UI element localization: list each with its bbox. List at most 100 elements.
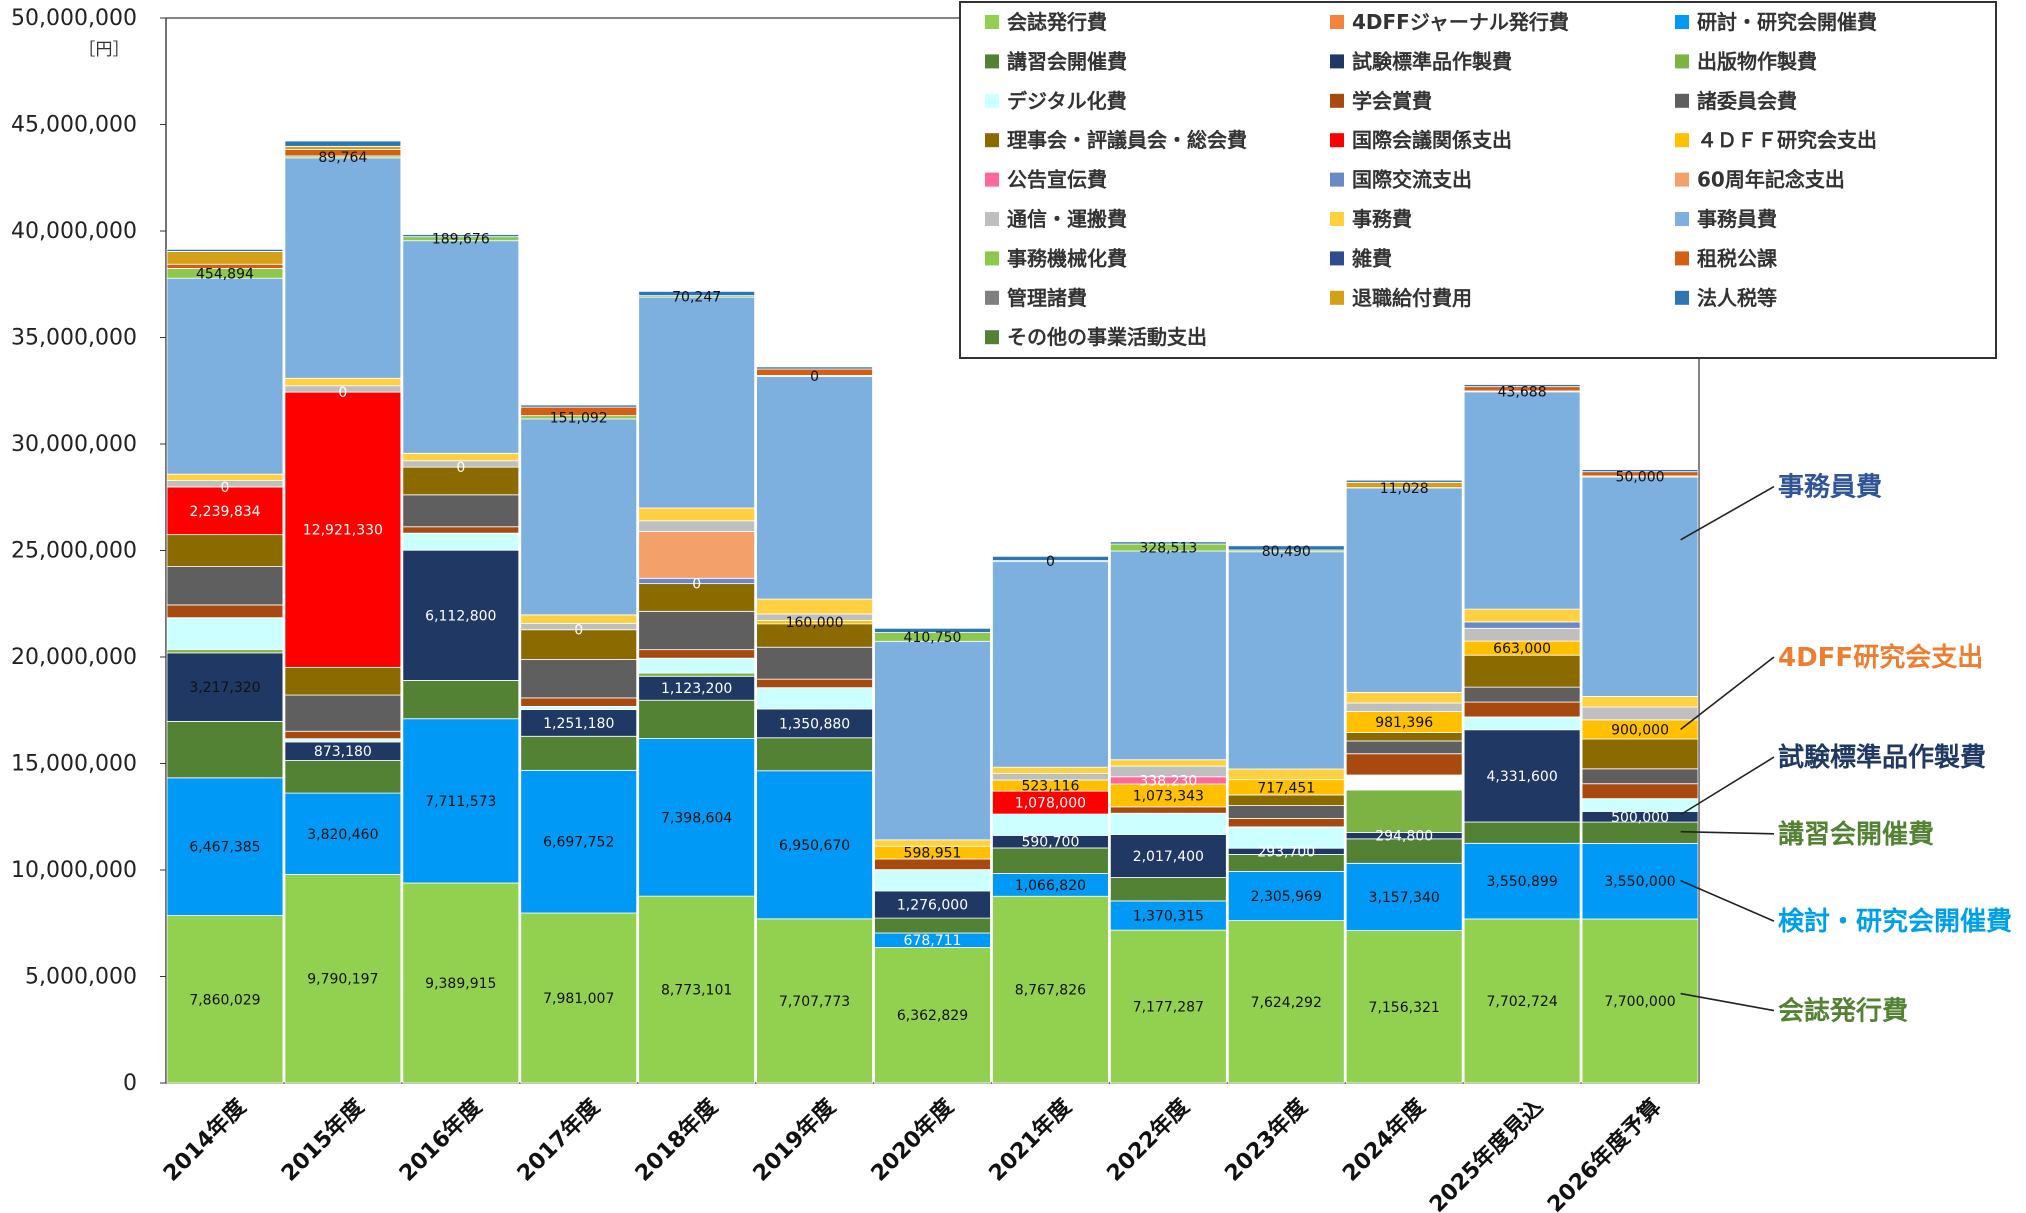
bar-segment bbox=[1345, 479, 1463, 483]
bar-segment bbox=[402, 532, 520, 551]
legend-item-label: その他の事業活動支出 bbox=[1007, 325, 1207, 349]
bar-segment bbox=[1581, 842, 1699, 920]
legend-item-label: 管理諸費 bbox=[1007, 286, 1087, 310]
legend-item-label: 4DFFジャーナル発行費 bbox=[1352, 10, 1569, 34]
bar-segment bbox=[638, 531, 756, 579]
bar-segment bbox=[1581, 918, 1699, 1084]
data-label: 0 bbox=[456, 460, 465, 476]
bar-segment bbox=[756, 646, 873, 680]
legend-swatch bbox=[1675, 290, 1689, 305]
legend-swatch bbox=[985, 330, 999, 345]
data-label: 11,028 bbox=[1380, 481, 1429, 497]
legend-swatch bbox=[1330, 15, 1344, 29]
callout-leader-line bbox=[1680, 656, 1775, 731]
bar-segment bbox=[402, 526, 520, 534]
data-label: 1,350,880 bbox=[779, 716, 850, 732]
bar-segment bbox=[1227, 871, 1345, 922]
x-tick-label: 2014年度 bbox=[158, 1093, 252, 1187]
x-tick-label: 2021年度 bbox=[984, 1093, 1078, 1187]
data-label: 0 bbox=[338, 385, 347, 401]
data-label: 7,711,573 bbox=[425, 794, 496, 810]
bar-segment bbox=[1227, 805, 1345, 819]
legend-swatch bbox=[985, 15, 999, 29]
legend-item-label: 退職給付費用 bbox=[1352, 286, 1472, 310]
data-label: 873,180 bbox=[314, 744, 372, 760]
data-label: 8,767,826 bbox=[1015, 983, 1086, 999]
bar-segment bbox=[1463, 701, 1581, 718]
data-label: 9,790,197 bbox=[307, 972, 378, 988]
legend-swatch bbox=[1675, 212, 1689, 226]
bar-segment bbox=[166, 652, 284, 722]
callout-label: 4DFF研究会支出 bbox=[1778, 642, 1983, 673]
data-label: 678,711 bbox=[904, 933, 962, 949]
bar-segment bbox=[1463, 627, 1581, 642]
bar-segment bbox=[1581, 783, 1699, 800]
bar-segment bbox=[1109, 929, 1227, 1084]
legend-swatch bbox=[985, 133, 999, 148]
bar-segment bbox=[166, 604, 284, 619]
bar-segment bbox=[1463, 384, 1581, 388]
data-label: 1,123,200 bbox=[661, 681, 732, 697]
bar-segment bbox=[1463, 842, 1581, 920]
legend-item-label: ４ＤＦＦ研究会支出 bbox=[1697, 128, 1877, 152]
data-label: 717,451 bbox=[1257, 780, 1315, 796]
legend-swatch bbox=[1330, 212, 1344, 226]
bar-segment bbox=[520, 706, 638, 711]
data-label: 8,773,101 bbox=[661, 983, 732, 999]
data-label: 7,156,321 bbox=[1369, 1000, 1440, 1016]
x-tick-label: 2023年度 bbox=[1220, 1093, 1314, 1187]
bar-segment bbox=[520, 418, 638, 616]
bar-segment bbox=[284, 874, 402, 1084]
bar-segment bbox=[1109, 550, 1227, 761]
data-label: 1,251,180 bbox=[543, 716, 614, 732]
bar-segment bbox=[166, 720, 284, 779]
legend-item-label: 事務機械化費 bbox=[1007, 246, 1127, 270]
x-axis: 2014年度 2015年度 2016年度 2017年度 2018年度 2019年度 2020… bbox=[158, 1093, 1666, 1213]
data-label: 0 bbox=[1046, 554, 1055, 570]
bar-segment bbox=[1581, 469, 1699, 473]
legend-swatch bbox=[1330, 172, 1344, 187]
data-label: 500,000 bbox=[1611, 810, 1669, 826]
bar-segment bbox=[992, 555, 1109, 561]
bar-segment bbox=[1227, 794, 1345, 806]
legend-swatch bbox=[985, 93, 999, 108]
y-tick-label: 40,000,000 bbox=[11, 219, 137, 244]
legend-swatch bbox=[1675, 133, 1689, 148]
y-tick-label: 25,000,000 bbox=[11, 539, 137, 564]
bar-segment bbox=[756, 598, 873, 615]
legend-item-label: 租税公課 bbox=[1697, 246, 1778, 270]
bar-segment bbox=[1109, 834, 1227, 878]
legend-swatch bbox=[1330, 54, 1344, 69]
bar-segment bbox=[166, 915, 284, 1084]
bar-segment bbox=[284, 666, 402, 696]
bar-segment bbox=[520, 912, 638, 1084]
bar-segment bbox=[166, 277, 284, 475]
legend-item-label: 試験標準品作製費 bbox=[1352, 49, 1512, 73]
bar-segment bbox=[520, 659, 638, 699]
legend-item-label: 通信・運搬費 bbox=[1007, 207, 1127, 231]
data-label: 1,073,343 bbox=[1133, 788, 1204, 804]
legend-item-label: デジタル化費 bbox=[1007, 89, 1127, 113]
callout-leader-line bbox=[1680, 485, 1775, 541]
data-label: 6,362,829 bbox=[897, 1008, 968, 1024]
data-label: 3,550,000 bbox=[1604, 874, 1675, 890]
bar-segment bbox=[1109, 900, 1227, 931]
data-label: 2,017,400 bbox=[1133, 849, 1204, 865]
bar-segment bbox=[1345, 930, 1463, 1084]
data-label: 6,697,752 bbox=[543, 835, 614, 851]
data-label: 151,092 bbox=[550, 410, 608, 426]
bar-segment bbox=[1109, 541, 1227, 545]
legend-swatch bbox=[1675, 93, 1689, 108]
bar-segment bbox=[1581, 768, 1699, 785]
data-label: 598,951 bbox=[904, 846, 962, 862]
data-label: 12,921,330 bbox=[303, 523, 383, 539]
y-tick-label: 15,000,000 bbox=[11, 752, 137, 777]
legend-item-label: 学会賞費 bbox=[1352, 89, 1432, 113]
x-tick-label: 2025年度見込 bbox=[1424, 1094, 1548, 1213]
data-label: 6,467,385 bbox=[189, 840, 260, 856]
data-label: 3,217,320 bbox=[189, 680, 260, 696]
bar-segment bbox=[284, 760, 402, 794]
bar-segment bbox=[1345, 862, 1463, 931]
bar-segment bbox=[638, 657, 756, 674]
